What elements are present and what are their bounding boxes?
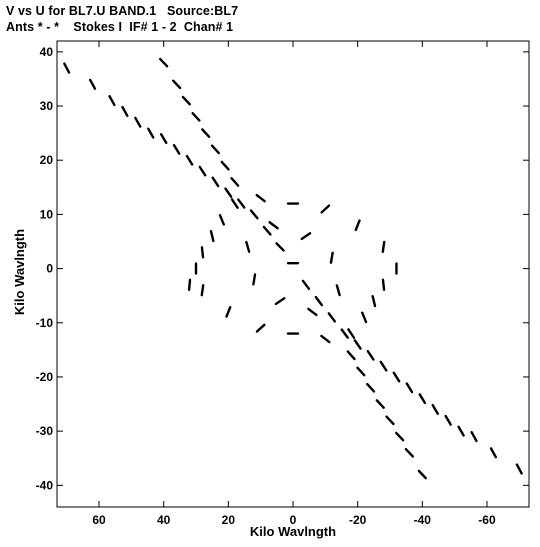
uv-point <box>262 225 272 236</box>
uv-point <box>320 204 331 214</box>
uv-point <box>275 242 285 252</box>
uv-point <box>191 112 201 122</box>
uv-point <box>218 213 225 226</box>
uv-point <box>252 273 257 286</box>
y-tick-label: 30 <box>40 99 54 113</box>
uv-point <box>361 311 368 324</box>
uv-point <box>172 143 181 155</box>
x-tick-label: 60 <box>92 513 106 527</box>
uv-point <box>274 297 286 306</box>
y-tick-label: -20 <box>36 370 54 384</box>
uv-point <box>381 278 386 292</box>
uv-point <box>88 78 97 90</box>
uv-point <box>171 79 182 90</box>
uv-point <box>209 230 215 243</box>
y-tick-label: 40 <box>40 45 54 59</box>
uv-point <box>201 128 211 138</box>
uv-point <box>181 95 191 106</box>
uv-point <box>356 366 366 377</box>
uv-point <box>470 430 478 443</box>
uv-point <box>63 62 71 74</box>
x-tick-label: -40 <box>414 513 432 527</box>
chart-subtitle: Ants * - * Stokes I IF# 1 - 2 Chan# 1 <box>6 20 234 34</box>
uv-point <box>200 246 205 259</box>
y-tick-label: 0 <box>46 262 53 276</box>
uv-tracks <box>63 57 523 480</box>
uv-point <box>185 154 194 166</box>
uv-point <box>320 334 331 344</box>
uv-point <box>515 463 523 475</box>
uv-point <box>134 116 142 128</box>
uv-point <box>198 165 207 177</box>
uv-point <box>255 323 266 333</box>
uv-point <box>268 221 279 230</box>
uv-point <box>346 350 356 361</box>
uv-point <box>147 127 155 139</box>
y-tick-label: -40 <box>36 478 54 492</box>
uv-point <box>327 312 336 323</box>
uv-point <box>335 284 341 297</box>
uv-point <box>220 160 230 171</box>
x-tick-label: 40 <box>157 513 171 527</box>
uv-point <box>224 187 233 199</box>
uv-point <box>200 284 205 297</box>
uv-point <box>237 198 246 209</box>
uv-point <box>301 279 311 291</box>
uv-point <box>245 240 251 253</box>
uv-point <box>210 144 220 155</box>
uv-point <box>108 95 116 107</box>
uv-point <box>329 251 334 264</box>
uv-point <box>211 176 220 188</box>
x-axis-ticks: 60 40 20 0 -20 -40 -60 <box>92 41 496 527</box>
uv-point <box>366 349 375 361</box>
x-tick-label: -60 <box>478 513 496 527</box>
uv-point <box>225 306 232 318</box>
uv-point <box>255 193 266 203</box>
y-axis-label: Kilo Wavlngth <box>12 229 27 315</box>
uv-point <box>489 447 498 459</box>
uv-point <box>444 414 452 426</box>
uv-point <box>404 447 415 458</box>
uv-point <box>457 425 465 437</box>
uv-point <box>375 399 385 409</box>
uv-point <box>340 328 349 339</box>
uv-point <box>300 232 312 241</box>
y-tick-label: 20 <box>40 153 54 167</box>
uv-point <box>379 360 388 372</box>
uv-point <box>385 415 395 426</box>
x-tick-label: 20 <box>222 513 236 527</box>
uv-point <box>307 307 318 317</box>
uv-point <box>353 339 362 350</box>
uv-point <box>159 57 169 68</box>
uv-point <box>418 393 427 405</box>
y-tick-label: -10 <box>36 316 54 330</box>
uv-point <box>417 469 427 480</box>
x-tick-label: -20 <box>349 513 367 527</box>
uv-point <box>249 209 259 220</box>
uv-point <box>395 431 405 442</box>
uv-point <box>314 295 324 307</box>
uv-point <box>392 371 401 383</box>
uv-point <box>230 176 240 187</box>
chart-title: V vs U for BL7.U BAND.1 Source:BL7 <box>6 4 239 18</box>
uv-point <box>371 295 377 308</box>
x-tick-label: 0 <box>290 513 297 527</box>
plot-frame <box>56 40 530 508</box>
x-axis-label: Kilo Wavlngth <box>250 524 336 539</box>
y-tick-label: 10 <box>40 207 54 221</box>
uv-point <box>366 382 376 393</box>
y-axis-ticks: 40 30 20 10 0 -10 -20 -30 -40 <box>36 45 529 492</box>
uv-point <box>159 133 168 145</box>
uv-point <box>405 382 414 394</box>
uv-point <box>347 328 356 339</box>
uv-point <box>354 219 361 232</box>
y-tick-label: -30 <box>36 424 54 438</box>
uv-point <box>187 278 192 292</box>
uv-point <box>121 105 129 118</box>
uv-point <box>381 240 386 254</box>
uv-point <box>230 198 239 209</box>
uv-point <box>431 403 439 415</box>
